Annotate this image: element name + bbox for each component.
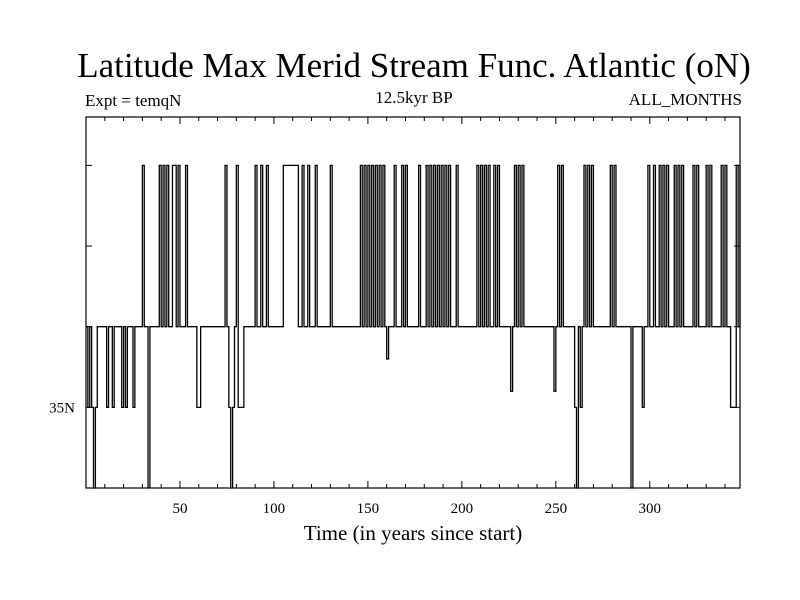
months-label: ALL_MONTHS (628, 90, 742, 109)
experiment-label: Expt = temqN (85, 91, 182, 110)
chart-title: Latitude Max Merid Stream Func. Atlantic… (77, 46, 751, 85)
period-label: 12.5kyr BP (375, 88, 453, 107)
series-line (86, 164, 741, 489)
series-group (86, 164, 741, 489)
x-axis-ticks: 50 100 150 200 250 300 (104, 117, 726, 517)
x-tick-label: 300 (639, 501, 662, 517)
x-tick-label: 200 (451, 501, 474, 517)
x-tick-label: 150 (357, 501, 380, 517)
plot-frame (85, 116, 741, 489)
y-tick-label: 35N (49, 400, 75, 416)
x-axis-label: Time (in years since start) (304, 521, 523, 545)
x-tick-label: 50 (172, 501, 187, 517)
x-tick-label: 100 (263, 501, 286, 517)
x-tick-label: 250 (545, 501, 568, 517)
